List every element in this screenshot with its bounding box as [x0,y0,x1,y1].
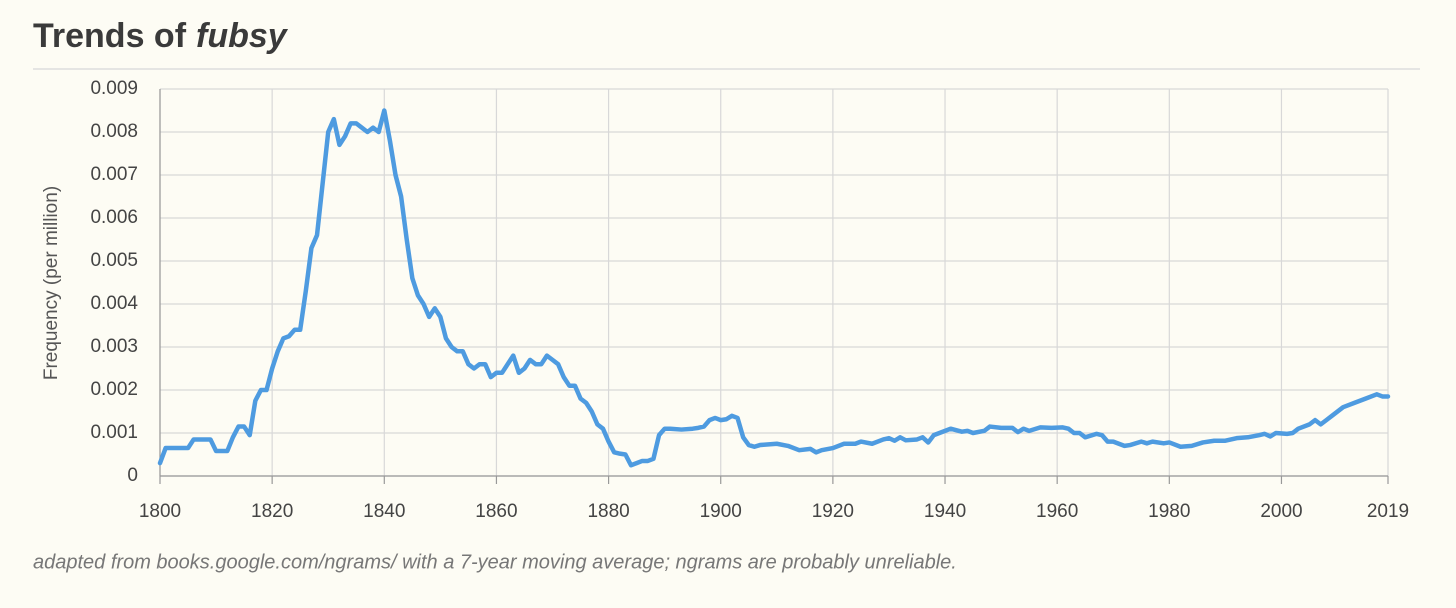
x-tick-label: 1940 [924,501,966,522]
y-tick-label: 0.003 [90,336,138,357]
y-tick-label: 0.005 [90,250,138,271]
title-term: fubsy [196,17,289,55]
x-tick-label: 1900 [700,501,742,522]
y-tick-label: 0.004 [90,293,138,314]
y-tick-label: 0 [127,465,138,486]
x-tick-label: 1920 [812,501,854,522]
y-axis-label: Frequency (per million) [41,186,62,380]
x-tick-label: 1980 [1148,501,1190,522]
y-tick-label: 0.008 [90,121,138,142]
y-tick-label: 0.001 [90,422,138,443]
x-tick-label: 1860 [475,501,517,522]
x-tick-label: 2000 [1260,501,1302,522]
footnote: adapted from books.google.com/ngrams/ wi… [33,551,957,573]
y-tick-label: 0.006 [90,207,138,228]
x-tick-label: 1840 [363,501,405,522]
trend-line [157,108,1391,468]
y-tick-label: 0.009 [90,78,138,99]
y-tick-label: 0.007 [90,164,138,185]
x-tick-label: 1960 [1036,501,1078,522]
x-tick-label: 1880 [587,501,629,522]
title-text: Trends of [33,17,187,55]
x-tick-label: 1800 [139,501,181,522]
x-tick-label: 1820 [251,501,293,522]
chart-title: Trends of fubsy [33,17,289,55]
y-tick-label: 0.002 [90,379,138,400]
x-tick-label: 2019 [1367,501,1409,522]
